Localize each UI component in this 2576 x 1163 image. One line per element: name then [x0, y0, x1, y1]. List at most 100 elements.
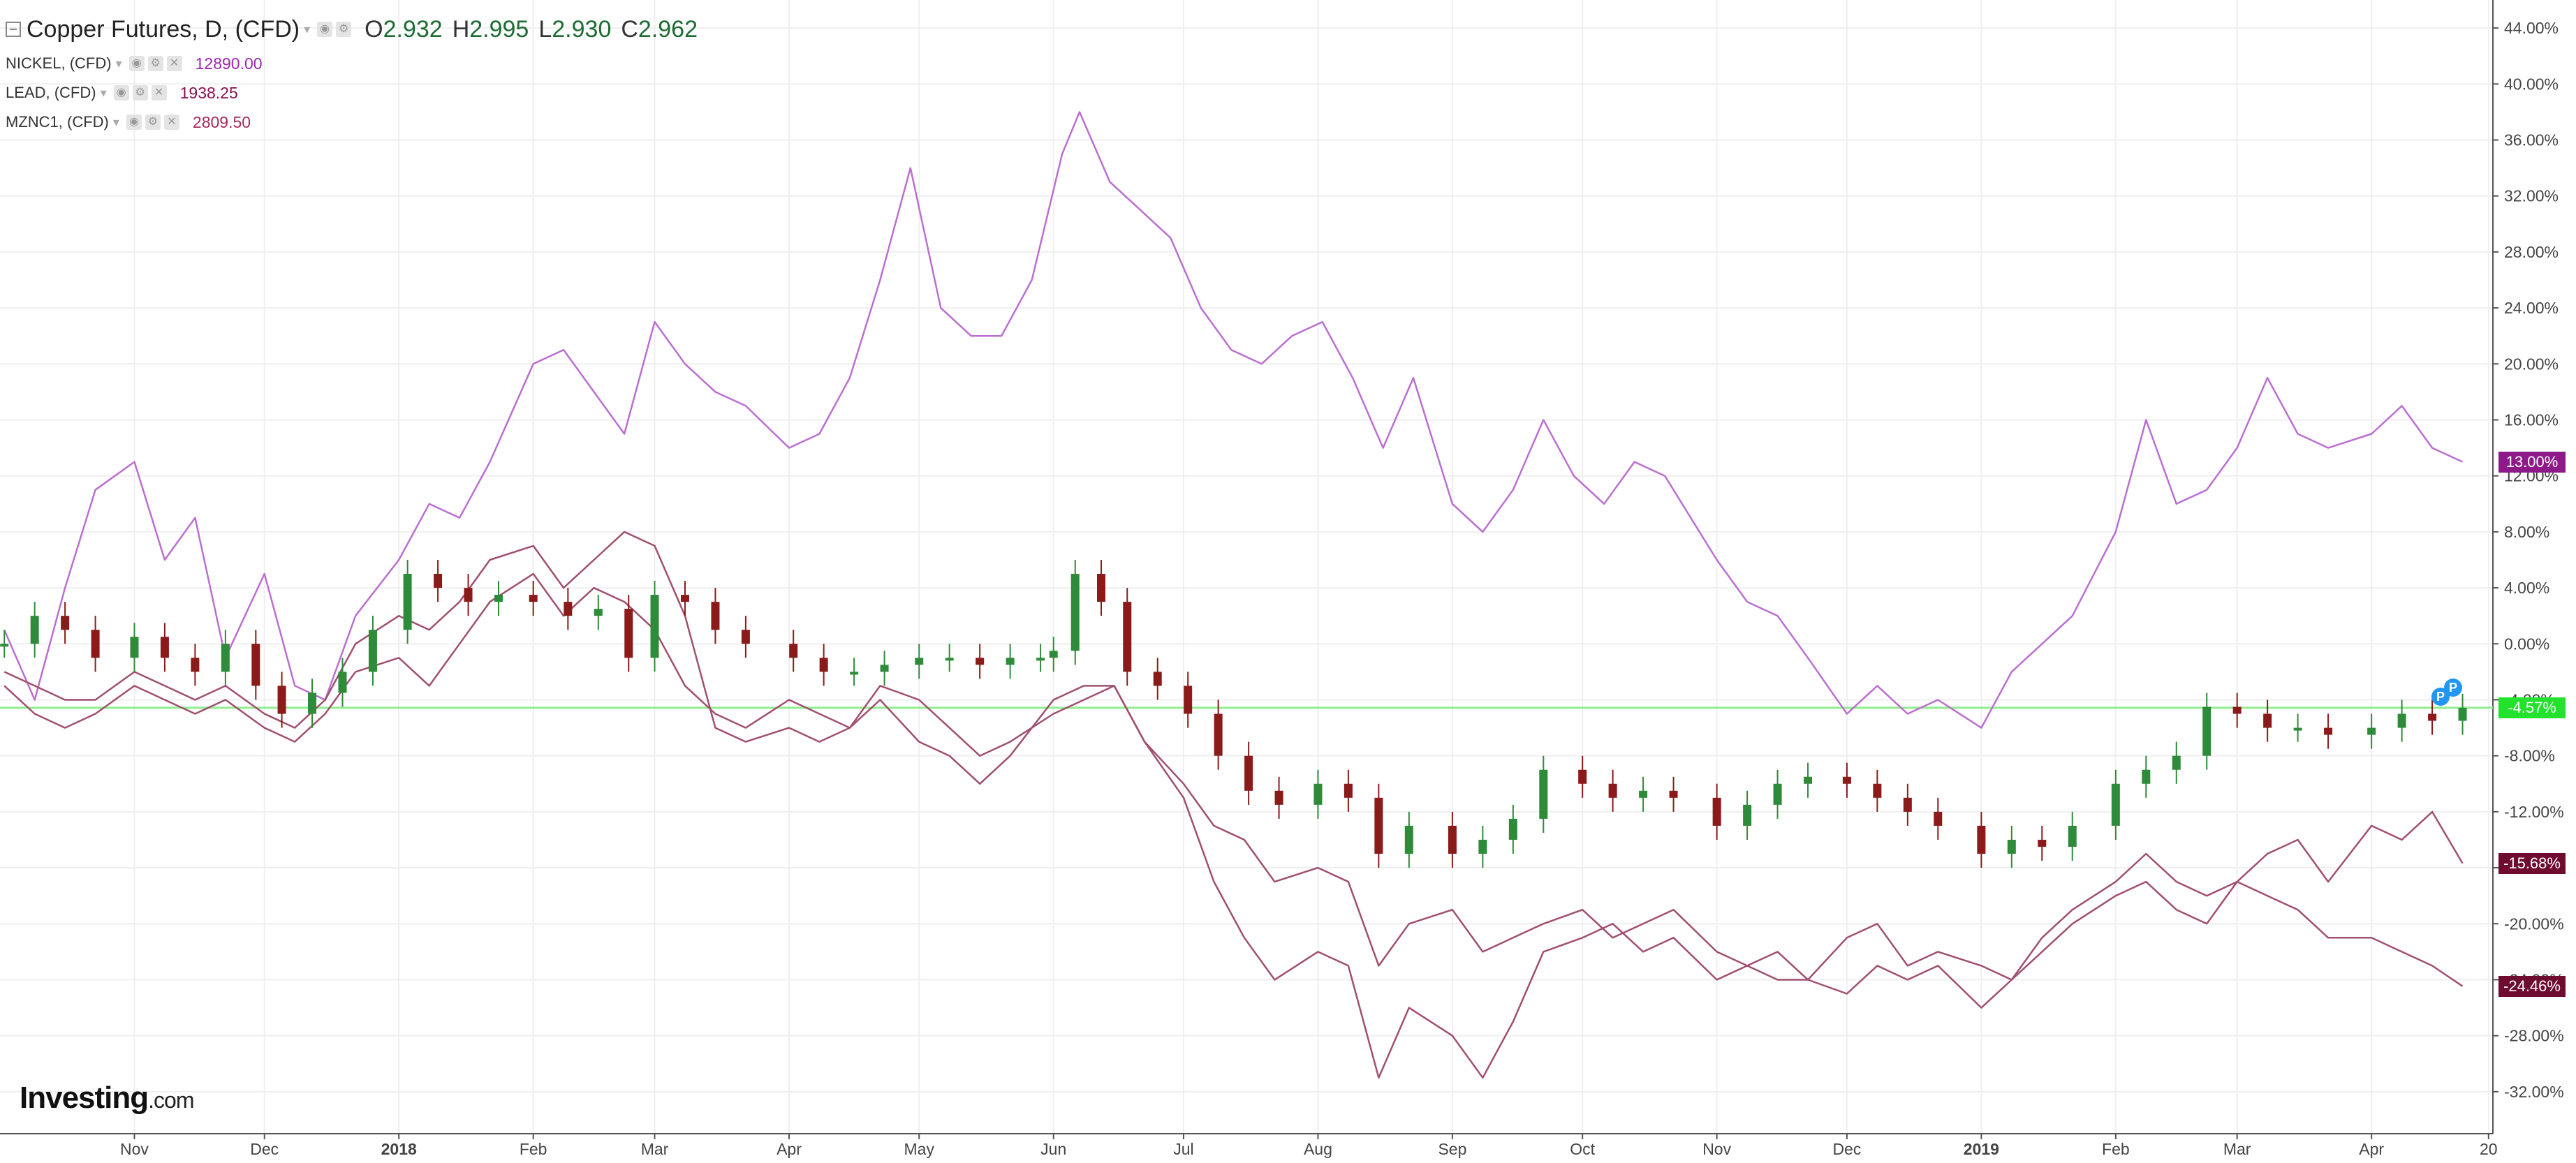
- chevron-down-icon[interactable]: ▾: [304, 22, 311, 36]
- marker-p-icon[interactable]: P: [2444, 679, 2462, 697]
- high-label: H: [452, 15, 470, 43]
- x-tick-label: Nov: [1702, 1140, 1731, 1158]
- copper-candle: [1313, 769, 1323, 819]
- candle-body: [160, 637, 169, 658]
- copper-candle: [2324, 713, 2333, 749]
- candle-body: [1313, 783, 1323, 805]
- copper-candle: [2428, 699, 2437, 735]
- chevron-down-icon[interactable]: ▾: [112, 114, 119, 129]
- copper-candle: [1006, 644, 1015, 679]
- copper-candle: [945, 644, 954, 672]
- chevron-down-icon[interactable]: ▾: [100, 85, 107, 100]
- copper-candle: [403, 559, 412, 644]
- zinc-symbol[interactable]: MZNC1, (CFD): [6, 113, 109, 131]
- chevron-down-icon[interactable]: ▾: [115, 56, 122, 71]
- copper-candle: [1036, 644, 1045, 672]
- copper-candle: [850, 658, 859, 686]
- low-label: L: [538, 15, 552, 43]
- lead-series-line: [3, 531, 2464, 1079]
- copper-candle: [1153, 658, 1162, 700]
- nickel-series-line: [3, 111, 2464, 729]
- copper-candle: [160, 623, 169, 672]
- candle-body: [494, 595, 503, 602]
- eye-icon[interactable]: ◉: [113, 85, 129, 101]
- candle-body: [2458, 707, 2467, 721]
- eye-icon[interactable]: ◉: [126, 114, 142, 130]
- nickel-symbol[interactable]: NICKEL, (CFD): [6, 54, 112, 72]
- close-icon[interactable]: ✕: [166, 56, 182, 71]
- copper-candle: [1669, 776, 1678, 812]
- candle-body: [2263, 713, 2272, 728]
- candle-body: [915, 658, 924, 665]
- candle-body: [61, 616, 70, 630]
- copper-candle: [1374, 783, 1383, 868]
- gear-icon[interactable]: ⚙: [147, 56, 163, 71]
- close-icon[interactable]: ✕: [151, 85, 167, 101]
- copper-candle: [2232, 692, 2242, 728]
- copper-candle: [1977, 811, 1986, 868]
- legend-row-nickel[interactable]: NICKEL, (CFD) ▾ ◉ ⚙ ✕ 12890.00: [6, 49, 698, 78]
- gear-icon[interactable]: ⚙: [132, 85, 148, 101]
- copper-candle: [1743, 790, 1752, 840]
- candle-body: [1374, 797, 1383, 854]
- candle-body: [1639, 790, 1648, 798]
- x-tick-label: Oct: [1570, 1140, 1595, 1158]
- copper-candle: [91, 616, 100, 672]
- copper-candle: [564, 588, 573, 630]
- candle-body: [1934, 811, 1943, 826]
- copper-candle: [251, 630, 260, 700]
- copper-candle: [2293, 713, 2302, 742]
- candle-body: [1070, 574, 1080, 651]
- nickel-value: 12890.00: [195, 54, 263, 73]
- x-tick-label: Aug: [1304, 1140, 1332, 1158]
- y-tick-label: 24.00%: [2504, 299, 2559, 317]
- copper-candle: [308, 679, 317, 728]
- legend-row-zinc[interactable]: MZNC1, (CFD) ▾ ◉ ⚙ ✕ 2809.50: [6, 108, 698, 137]
- eye-icon[interactable]: ◉: [317, 22, 333, 37]
- copper-candle: [1097, 559, 1106, 616]
- candle-body: [130, 637, 139, 658]
- copper-candle: [2068, 811, 2077, 861]
- candle-body: [680, 595, 689, 602]
- candle-body: [789, 644, 798, 658]
- candle-body: [1214, 713, 1223, 756]
- candle-body: [1184, 686, 1193, 714]
- copper-candle: [819, 644, 828, 686]
- candle-body: [1244, 755, 1253, 791]
- copper-candle: [434, 559, 443, 602]
- candle-body: [2367, 727, 2376, 735]
- copper-candle: [1448, 811, 1457, 868]
- collapse-icon[interactable]: [6, 22, 21, 37]
- candle-body: [1773, 783, 1782, 805]
- legend-row-lead[interactable]: LEAD, (CFD) ▾ ◉ ⚙ ✕ 1938.25: [6, 78, 698, 108]
- copper-candle: [1344, 769, 1353, 812]
- close-icon[interactable]: ✕: [163, 114, 179, 130]
- candle-body: [1743, 804, 1752, 826]
- y-tick-label: 0.00%: [2504, 635, 2549, 653]
- open-label: O: [365, 15, 383, 43]
- eye-icon[interactable]: ◉: [128, 56, 145, 71]
- candle-body: [0, 644, 9, 647]
- y-tick-label: 44.00%: [2504, 19, 2559, 37]
- lead-symbol[interactable]: LEAD, (CFD): [6, 84, 96, 101]
- candle-body: [1404, 825, 1413, 854]
- marker-p-icon[interactable]: P: [2431, 688, 2450, 706]
- x-tick-label: Mar: [2223, 1140, 2251, 1158]
- gear-icon[interactable]: ⚙: [145, 114, 161, 130]
- copper-candle: [61, 602, 70, 644]
- candle-body: [1123, 602, 1132, 672]
- gear-icon[interactable]: ⚙: [336, 22, 352, 37]
- copper-candle: [1214, 699, 1223, 770]
- copper-candle: [1873, 769, 1882, 812]
- candle-body: [1274, 790, 1283, 805]
- candle-body: [564, 602, 573, 616]
- candle-body: [1036, 658, 1045, 661]
- candle-body: [1006, 658, 1015, 665]
- copper-candle: [221, 630, 230, 686]
- main-symbol[interactable]: Copper Futures, D, (CFD): [27, 15, 300, 43]
- candle-body: [976, 658, 985, 665]
- copper-price-badge: -4.57%: [2498, 697, 2566, 718]
